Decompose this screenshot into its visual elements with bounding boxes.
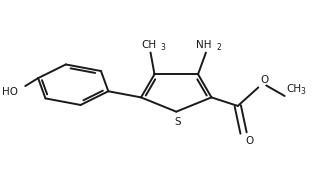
- Text: 2: 2: [217, 43, 222, 52]
- Text: S: S: [174, 117, 181, 127]
- Text: HO: HO: [2, 87, 18, 97]
- Text: O: O: [260, 76, 269, 86]
- Text: NH: NH: [196, 39, 212, 50]
- Text: CH: CH: [287, 84, 302, 94]
- Text: 3: 3: [301, 87, 305, 96]
- Text: O: O: [245, 136, 254, 146]
- Text: CH: CH: [141, 39, 156, 50]
- Text: 3: 3: [160, 43, 165, 52]
